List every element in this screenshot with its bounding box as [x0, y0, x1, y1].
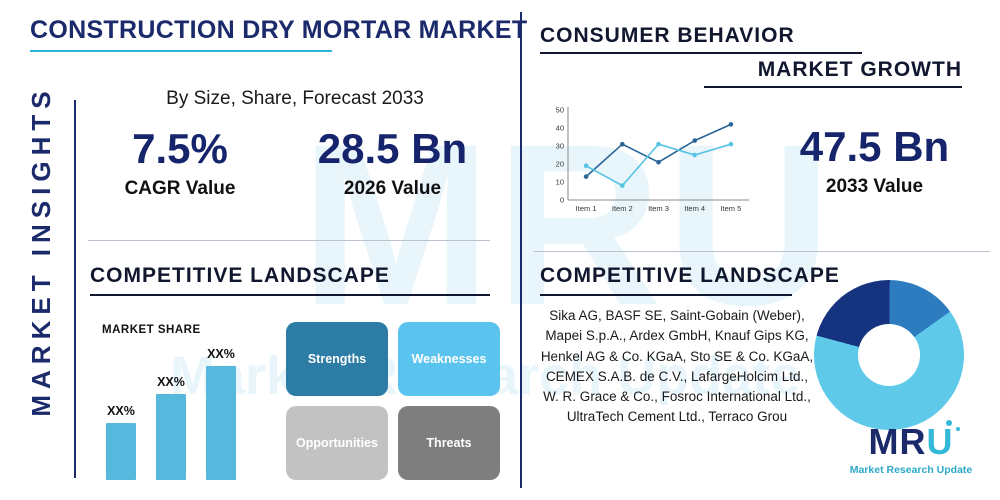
- bar-value-label: XX%: [107, 404, 135, 418]
- cagr-value: 7.5%: [132, 125, 228, 172]
- logo-dot-icon: [956, 427, 960, 431]
- svg-text:Item 5: Item 5: [720, 204, 741, 213]
- section-heading-market-growth: MARKET GROWTH: [757, 58, 962, 81]
- logo-u: U: [926, 421, 954, 462]
- logo-text: MRU: [836, 424, 986, 460]
- sidebar-vertical-label: MARKET INSIGHTS: [26, 85, 56, 417]
- swot-weaknesses: Weaknesses: [398, 322, 500, 396]
- cagr-label: CAGR Value: [124, 178, 236, 200]
- svg-text:50: 50: [556, 106, 564, 115]
- logo-tagline: Market Research Update: [849, 464, 973, 476]
- page-subtitle: By Size, Share, Forecast 2033: [166, 88, 424, 109]
- logo-mr: MR: [868, 421, 927, 462]
- left-horizontal-separator: [88, 240, 490, 241]
- page-title: CONSTRUCTION DRY MORTAR MARKET: [30, 16, 528, 44]
- market-growth-chart: 0 10 20 30 40 50 Item 1 Item 2 Item 3 Item 4 Item …: [544, 102, 759, 220]
- svg-text:Item 1: Item 1: [576, 204, 597, 213]
- consumer-behavior-underline: [540, 52, 862, 54]
- market-growth-chart-svg: 0 10 20 30 40 50 Item 1 Item 2 Item 3 Item 4 Item …: [556, 106, 749, 213]
- market-growth-underline: [704, 86, 962, 88]
- stat-2033-value: 47.5 Bn 2033 Value: [782, 123, 967, 198]
- label-2033: 2033 Value: [825, 176, 924, 198]
- bar-value-label: XX%: [157, 375, 185, 389]
- watermark-text: MRU: [300, 96, 836, 353]
- logo-dot-icon: [946, 420, 952, 426]
- bar-value-label: XX%: [207, 347, 235, 361]
- swot-strengths: Strengths: [286, 322, 388, 396]
- market-share-label: MARKET SHARE: [102, 324, 201, 336]
- svg-text:20: 20: [556, 160, 564, 169]
- section-heading-competitive-landscape-right: COMPETITIVE LANDSCAPE: [540, 264, 840, 287]
- bar: [156, 394, 186, 480]
- bar: [206, 366, 236, 480]
- center-vertical-divider: [520, 12, 522, 488]
- svg-text:Item 4: Item 4: [684, 204, 705, 213]
- svg-text:40: 40: [556, 124, 564, 133]
- svg-text:Item 3: Item 3: [648, 204, 669, 213]
- section-heading-competitive-landscape-left: COMPETITIVE LANDSCAPE: [90, 264, 390, 287]
- title-underline: [30, 50, 332, 52]
- bar: [106, 423, 136, 480]
- swot-opportunities: Opportunities: [286, 406, 388, 480]
- right-horizontal-separator: [534, 251, 990, 252]
- bar-item: XX%: [156, 375, 186, 480]
- swot-threats: Threats: [398, 406, 500, 480]
- competitive-right-underline: [540, 294, 792, 296]
- swot-grid: Strengths Weaknesses Opportunities Threa…: [286, 322, 500, 480]
- competitive-donut: [814, 280, 964, 430]
- stat-cagr: 7.5% CAGR Value: [95, 125, 265, 200]
- bar-item: XX%: [106, 404, 136, 480]
- svg-text:30: 30: [556, 142, 564, 151]
- mru-logo: MRU Market Research Update: [836, 420, 986, 476]
- donut-hole: [858, 324, 920, 386]
- company-list: Sika AG, BASF SE, Saint-Gobain (Weber), …: [540, 308, 814, 425]
- svg-text:Item 2: Item 2: [612, 204, 633, 213]
- value-2026: 28.5 Bn: [317, 125, 468, 172]
- section-heading-consumer-behavior: CONSUMER BEHAVIOR: [540, 24, 795, 47]
- label-2026: 2026 Value: [343, 178, 442, 200]
- stat-2026-value: 28.5 Bn 2026 Value: [295, 125, 490, 200]
- value-2033: 47.5 Bn: [799, 123, 950, 170]
- bar-item: XX%: [206, 347, 236, 480]
- market-share-bars: XX% XX% XX%: [106, 342, 276, 480]
- competitive-left-underline: [90, 294, 490, 296]
- sidebar-vertical-line: [74, 100, 76, 478]
- svg-text:0: 0: [560, 196, 564, 205]
- svg-text:10: 10: [556, 178, 564, 187]
